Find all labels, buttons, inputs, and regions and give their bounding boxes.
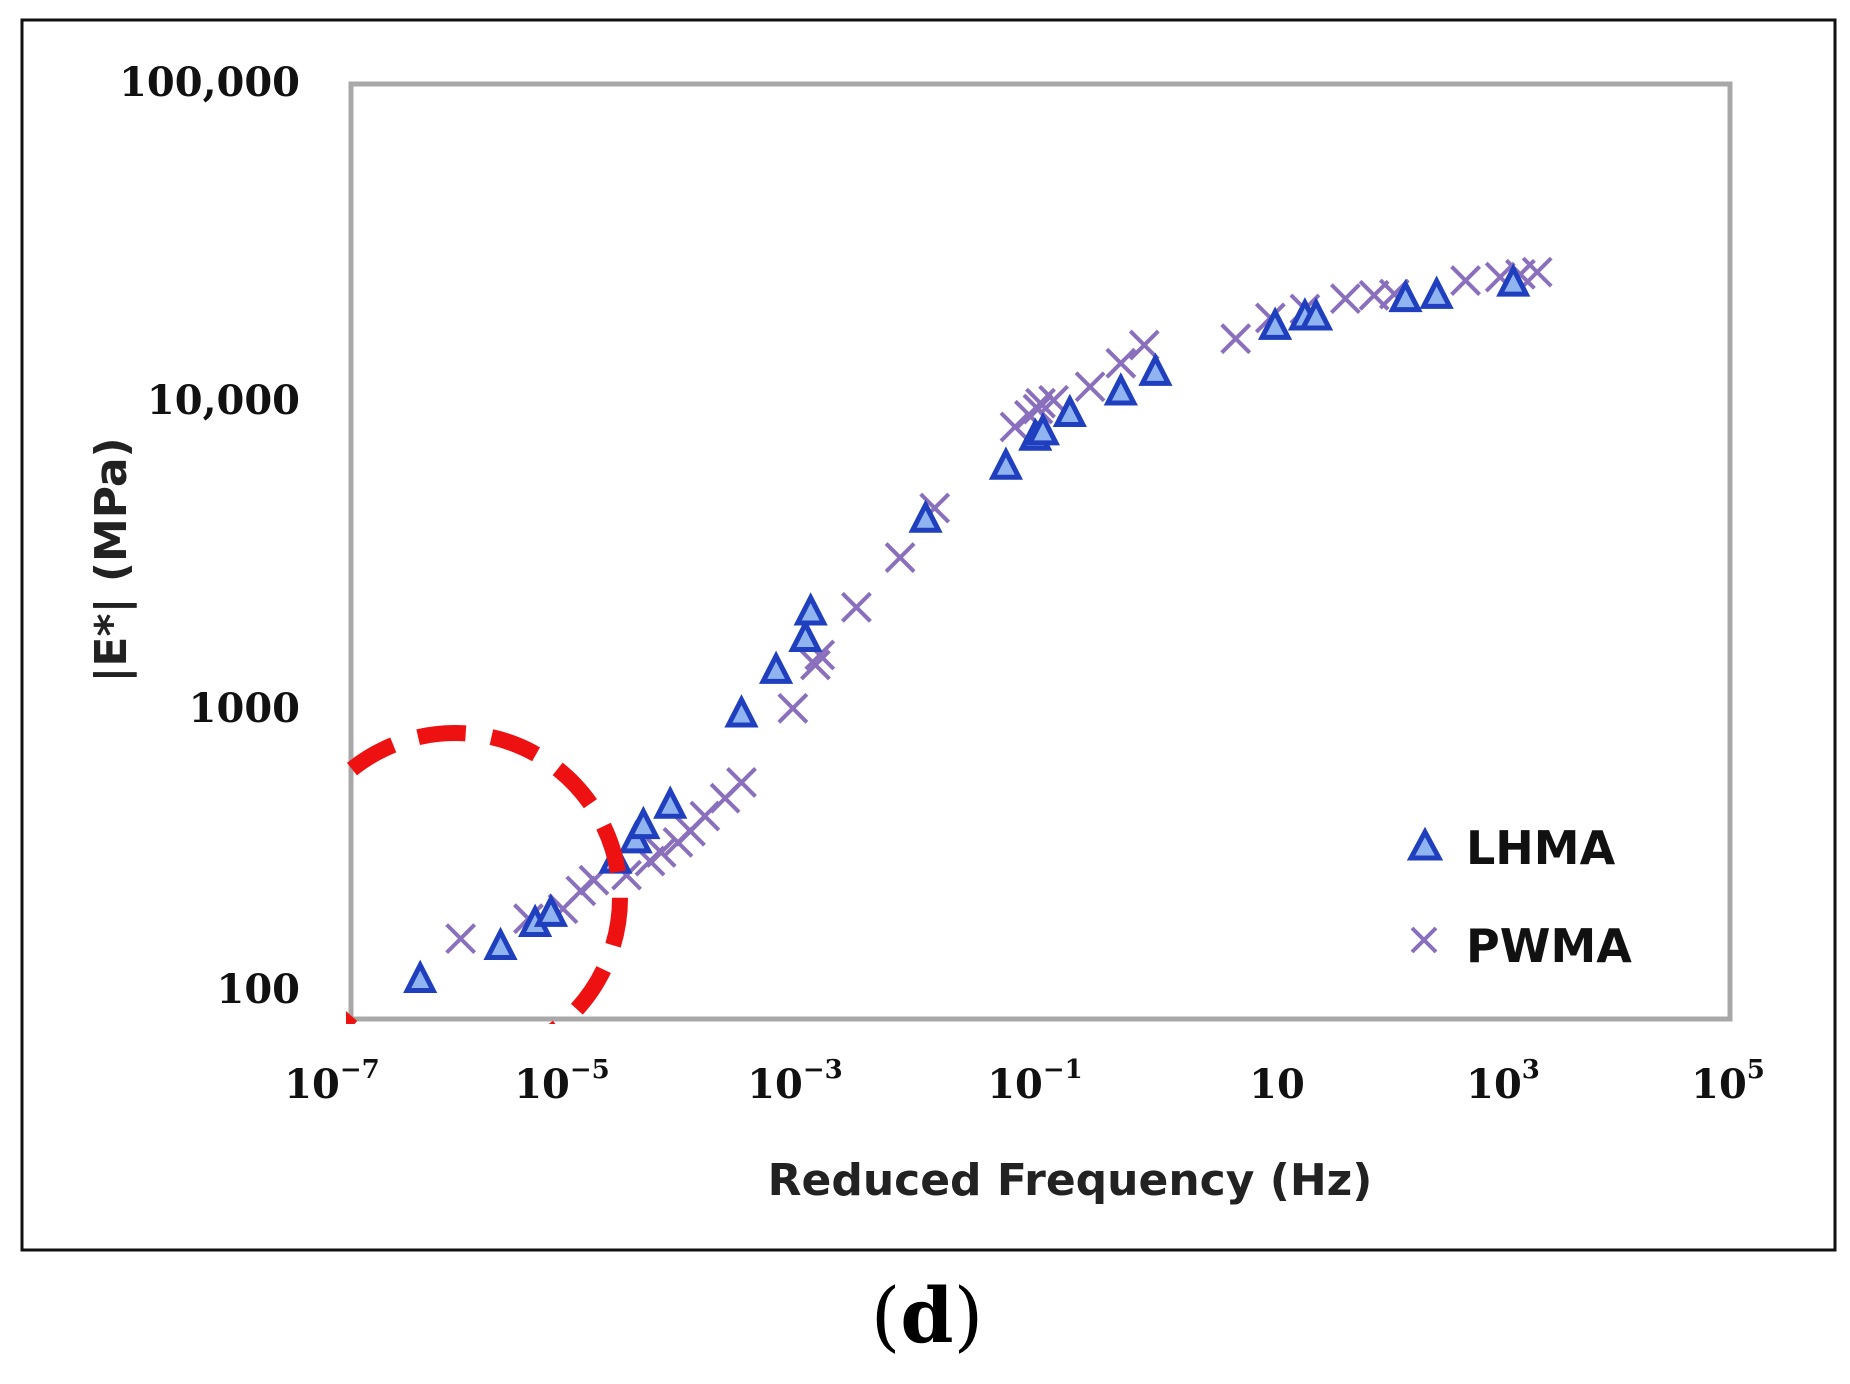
lhma-point: [1388, 278, 1423, 313]
y-axis-title: |E*| (MPa): [86, 437, 137, 682]
pwma-point: [445, 923, 477, 955]
highlight-circle: [346, 725, 628, 1024]
lhma-point: [788, 618, 823, 652]
lhma-point: [403, 959, 438, 994]
lhma-point: [1052, 393, 1087, 428]
y-tick-label: 100,000: [119, 59, 300, 106]
x-tick-label: 105: [1691, 1055, 1765, 1108]
y-axis: 100,000 10,000 1000 100: [119, 59, 300, 1013]
x-tick-label: 10−3: [747, 1055, 843, 1108]
x-tick-label: 10−5: [514, 1055, 610, 1108]
x-tick-label: 10−7: [284, 1055, 380, 1108]
lhma-point: [724, 694, 759, 728]
x-axis: 10−7 10−5 10−3 10−1 10 103 105: [284, 1055, 1765, 1108]
pwma-point: [1329, 283, 1361, 315]
series-pwma: [445, 256, 1553, 955]
panel-label: (d): [871, 1271, 983, 1360]
x-tick-label: 10: [1249, 1061, 1305, 1108]
y-tick-label: 10,000: [147, 377, 300, 424]
lhma-point: [1419, 275, 1454, 309]
pwma-point: [884, 542, 916, 573]
legend-label-lhma: LHMA: [1466, 821, 1616, 875]
lhma-point: [483, 926, 518, 960]
legend-label-pwma: PWMA: [1466, 919, 1632, 973]
legend-marker-pwma: [1410, 926, 1438, 954]
pwma-point: [726, 767, 757, 798]
x-tick-label: 103: [1466, 1055, 1540, 1108]
pwma-point: [840, 591, 872, 623]
legend-marker-lhma: [1406, 826, 1444, 861]
plot-area: [348, 81, 1733, 1022]
lhma-point: [626, 805, 661, 840]
lhma-point: [653, 785, 688, 819]
lhma-point: [1496, 263, 1531, 297]
y-tick-label: 100: [217, 966, 301, 1013]
pwma-point: [800, 649, 831, 681]
series-layer: [403, 256, 1553, 994]
pwma-point: [1022, 393, 1054, 425]
pwma-point: [1128, 329, 1160, 361]
pwma-point: [1450, 265, 1481, 297]
x-axis-title: Reduced Frequency (Hz): [768, 1155, 1373, 1206]
pwma-point: [1220, 323, 1252, 355]
series-lhma: [403, 263, 1531, 994]
pwma-point: [777, 692, 809, 724]
lhma-point: [758, 650, 794, 684]
lhma-point: [533, 893, 569, 927]
lhma-point: [1257, 306, 1293, 340]
lhma-point: [988, 446, 1023, 480]
lhma-point: [1138, 352, 1173, 386]
lhma-point: [793, 592, 828, 626]
pwma-point: [1074, 371, 1106, 403]
legend: LHMA PWMA: [1406, 821, 1632, 973]
pwma-point: [1105, 347, 1137, 379]
lhma-point: [1025, 412, 1061, 446]
pwma-point: [1521, 256, 1553, 288]
pwma-point: [645, 836, 677, 868]
y-tick-label: 1000: [189, 685, 300, 732]
lhma-point: [1103, 372, 1138, 406]
x-tick-label: 10−1: [987, 1055, 1083, 1108]
lhma-point: [1298, 297, 1334, 331]
lhma-point: [908, 499, 943, 533]
